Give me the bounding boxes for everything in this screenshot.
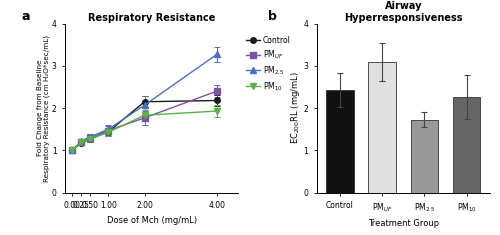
Text: a: a — [22, 10, 30, 23]
Bar — [326, 90, 353, 193]
Title: Airway
Hyperresponsiveness: Airway Hyperresponsiveness — [344, 1, 463, 23]
Bar — [453, 97, 480, 193]
Legend: Control, PM$_{UF}$, PM$_{2.5}$, PM$_{10}$: Control, PM$_{UF}$, PM$_{2.5}$, PM$_{10}… — [246, 36, 290, 93]
Bar — [368, 62, 396, 193]
X-axis label: Dose of Mch (mg/mL): Dose of Mch (mg/mL) — [106, 215, 197, 225]
Bar — [410, 120, 438, 193]
X-axis label: Treatment Group: Treatment Group — [368, 219, 439, 228]
Title: Respiratory Resistance: Respiratory Resistance — [88, 13, 216, 23]
Text: b: b — [268, 10, 277, 23]
Y-axis label: Fold Change from Baseline
Respiratory Resistance (cm H₂O*sec/mL): Fold Change from Baseline Respiratory Re… — [37, 35, 51, 182]
Y-axis label: EC$_{200}$RL (mg/mL): EC$_{200}$RL (mg/mL) — [289, 72, 302, 145]
